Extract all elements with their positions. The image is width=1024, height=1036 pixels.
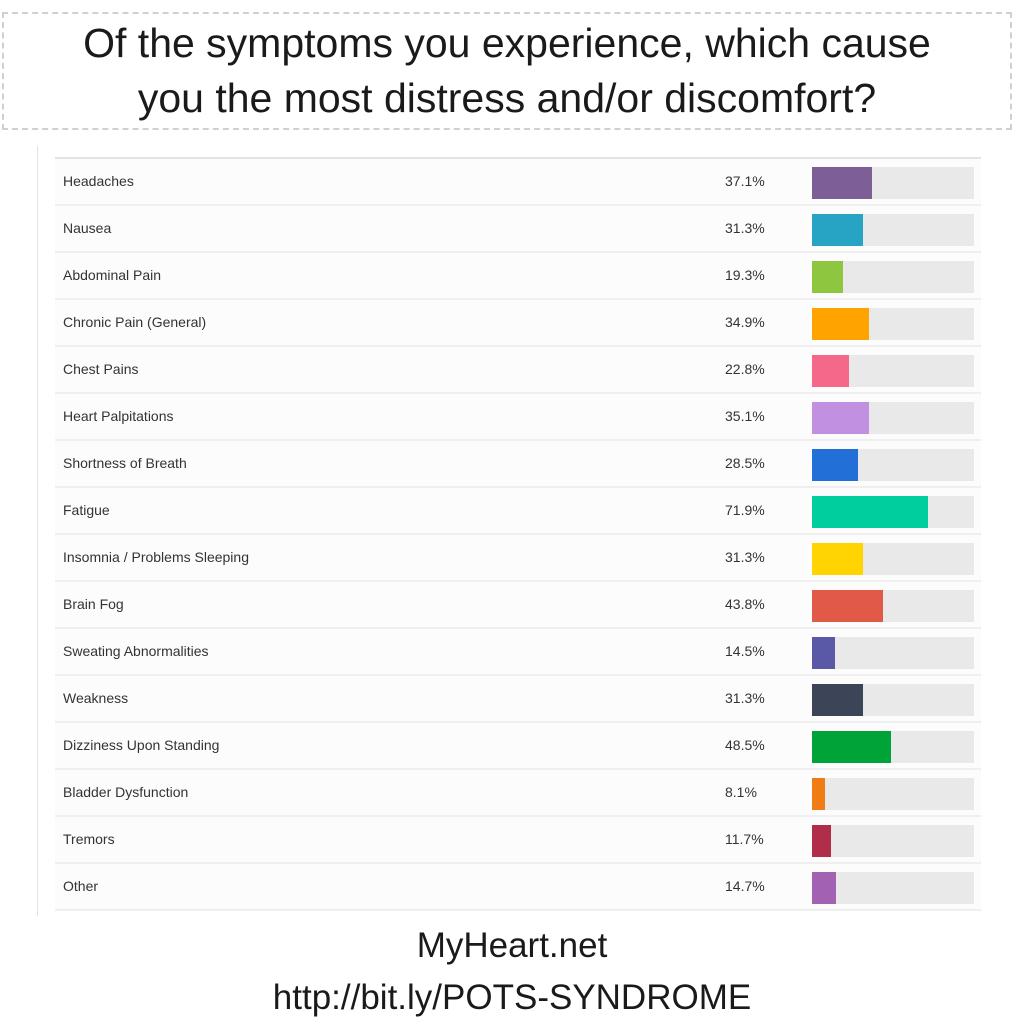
bar [812,214,863,246]
bar-track [812,637,974,669]
value-label: 11.7% [725,831,764,847]
value-label: 14.7% [725,878,765,894]
value-label: 31.3% [725,220,765,236]
chart-row: Other 14.7% [55,864,981,911]
bar-track [812,543,974,575]
chart-row: Insomnia / Problems Sleeping 31.3% [55,535,981,582]
chart-row: Heart Palpitations 35.1% [55,394,981,441]
bar [812,496,929,528]
footer-site: MyHeart.net [416,926,608,965]
value-label: 35.1% [725,408,765,424]
value-label: 37.1% [725,173,765,189]
category-label: Tremors [63,831,115,847]
chart-row: Fatigue 71.9% [55,488,981,535]
category-label: Chronic Pain (General) [63,314,207,330]
category-label: Fatigue [63,502,110,518]
category-label: Insomnia / Problems Sleeping [63,549,249,565]
bar-track [812,778,974,810]
chart-title-line-2: you the most distress and/or discomfort? [137,75,877,121]
chart-row: Abdominal Pain 19.3% [55,253,981,300]
bar [812,872,836,904]
bar [812,308,869,340]
category-label: Chest Pains [63,361,139,377]
bar [812,778,826,810]
category-label: Headaches [63,173,134,189]
chart-row: Shortness of Breath 28.5% [55,441,981,488]
left-divider [37,146,38,916]
bar [812,355,849,387]
value-label: 34.9% [725,314,765,330]
value-label: 19.3% [725,267,765,283]
chart-row: Dizziness Upon Standing 48.5% [55,723,981,770]
chart-row: Weakness 31.3% [55,676,981,723]
bar [812,261,844,293]
bar-track [812,825,974,857]
footer-url: http://bit.ly/POTS-SYNDROME [272,978,752,1017]
category-label: Sweating Abnormalities [63,643,209,659]
bar-track [812,496,974,528]
value-label: 71.9% [725,502,765,518]
category-label: Brain Fog [63,596,124,612]
bar-track [812,402,974,434]
category-label: Bladder Dysfunction [63,784,189,800]
value-label: 43.8% [725,596,765,612]
chart-row: Bladder Dysfunction 8.1% [55,770,981,817]
bar [812,449,859,481]
chart-row: Brain Fog 43.8% [55,582,981,629]
bar-track [812,684,974,716]
category-label: Other [63,878,99,894]
bar-track [812,214,974,246]
bar [812,825,831,857]
chart-row: Nausea 31.3% [55,206,981,253]
bar [812,637,836,669]
bar [812,543,863,575]
category-label: Heart Palpitations [63,408,174,424]
bar-track [812,449,974,481]
category-label: Abdominal Pain [63,267,162,283]
bar-track [812,731,974,763]
bar [812,402,869,434]
chart-row: Chronic Pain (General) 34.9% [55,300,981,347]
bar-track [812,590,974,622]
bar [812,731,891,763]
bar [812,684,863,716]
value-label: 22.8% [725,361,765,377]
bar [812,590,883,622]
value-label: 28.5% [725,455,765,471]
bar-track [812,355,974,387]
bar-track [812,167,974,199]
category-label: Shortness of Breath [63,455,187,471]
category-label: Nausea [63,220,112,236]
value-label: 14.5% [725,643,765,659]
chart-title-line-1: Of the symptoms you experience, which ca… [83,20,931,66]
value-label: 31.3% [725,690,765,706]
bar-track [812,872,974,904]
bar-track [812,308,974,340]
value-label: 31.3% [725,549,765,565]
footer: MyHeart.net http://bit.ly/POTS-SYNDROME [0,920,1024,1024]
bar [812,167,873,199]
bar-track [812,261,974,293]
chart-row: Sweating Abnormalities 14.5% [55,629,981,676]
value-label: 8.1% [725,784,757,800]
chart-row: Tremors 11.7% [55,817,981,864]
chart-row: Headaches 37.1% [55,159,981,206]
chart-row: Chest Pains 22.8% [55,347,981,394]
chart-title: Of the symptoms you experience, which ca… [2,12,1012,130]
bar-chart-table: Headaches 37.1% Nausea 31.3% Abdominal Pain 1… [55,157,981,911]
value-label: 48.5% [725,737,765,753]
category-label: Weakness [63,690,129,706]
category-label: Dizziness Upon Standing [63,737,220,753]
